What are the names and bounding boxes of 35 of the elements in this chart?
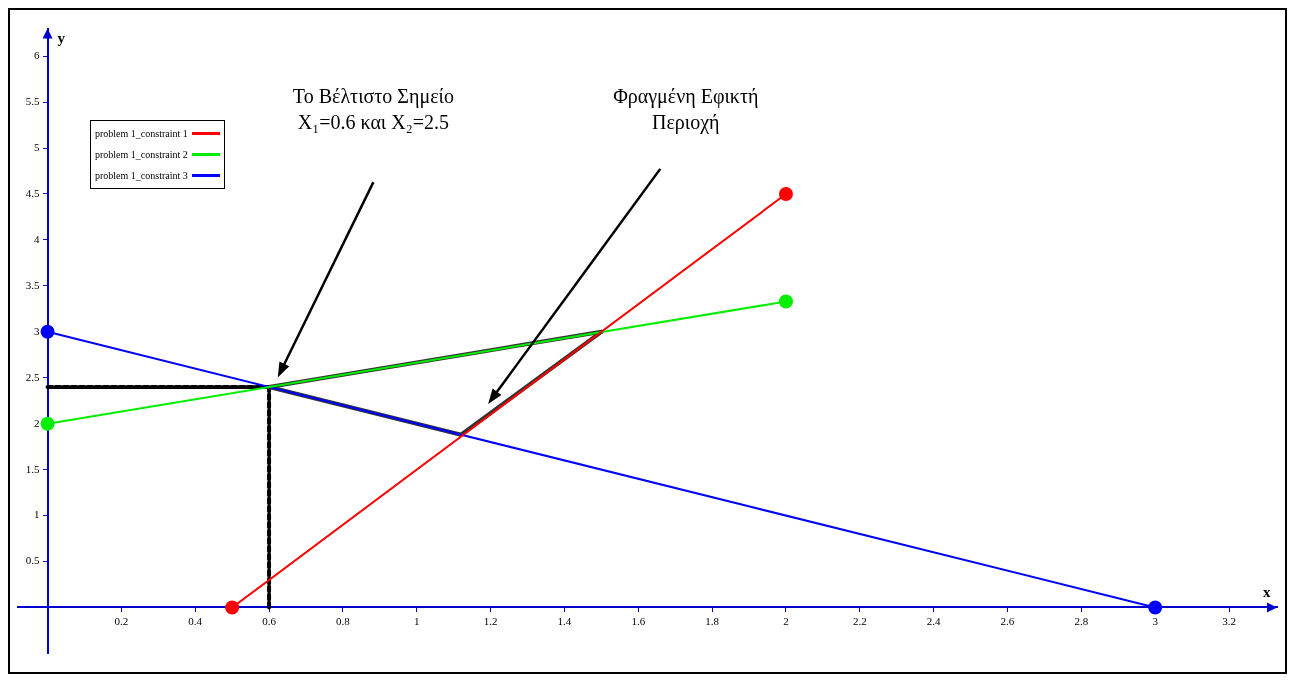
x-tick-label: 1.6 <box>631 614 646 627</box>
x-tick-label: 0.4 <box>188 614 203 627</box>
legend-label: problem 1_constraint 2 <box>95 149 188 160</box>
y-tick-label: 0.5 <box>25 554 41 567</box>
y-tick-label: 2.5 <box>25 370 41 383</box>
y-tick-label: 4.5 <box>25 186 41 199</box>
x-tick-label: 0.6 <box>262 614 277 627</box>
legend-label: problem 1_constraint 1 <box>95 128 188 139</box>
x-tick-label: 3.2 <box>1222 614 1236 627</box>
x-tick-label: 2.4 <box>926 614 942 627</box>
x-tick-label: 2.6 <box>1000 614 1015 627</box>
x-axis-title: x <box>1263 584 1271 601</box>
y-tick-label: 1 <box>34 508 40 521</box>
x-tick-label: 0.2 <box>114 614 129 627</box>
y-tick-label: 5.5 <box>25 95 41 107</box>
y-tick-label: 4 <box>34 232 41 245</box>
x-tick-label: 1.2 <box>483 614 498 627</box>
x-tick-label: 1 <box>413 614 420 627</box>
y-tick-label: 3.5 <box>25 278 41 291</box>
x-tick-label: 0.8 <box>336 614 351 627</box>
x-tick-label: 1.8 <box>705 614 720 627</box>
y-tick-label: 3 <box>34 324 41 337</box>
x-tick-label: 3 <box>1152 614 1159 627</box>
legend-label: problem 1_constraint 3 <box>95 170 188 181</box>
x-tick-label: 2.2 <box>852 614 867 627</box>
x-tick-label: 2.8 <box>1074 614 1089 627</box>
y-tick-label: 2 <box>34 416 40 429</box>
annotation: Το Βέλτιστο Σημείο X₁=0.6 και X₂=2.5 <box>292 84 454 133</box>
y-tick-label: 5 <box>34 140 41 153</box>
annotation: Φραγμένη Εφικτή Περιοχή <box>613 84 759 134</box>
x-tick-label: 1.4 <box>557 614 572 627</box>
y-tick-label: 6 <box>34 49 41 62</box>
y-axis-title: y <box>57 29 66 46</box>
y-tick-label: 1.5 <box>25 462 41 475</box>
x-tick-label: 2 <box>783 614 789 627</box>
